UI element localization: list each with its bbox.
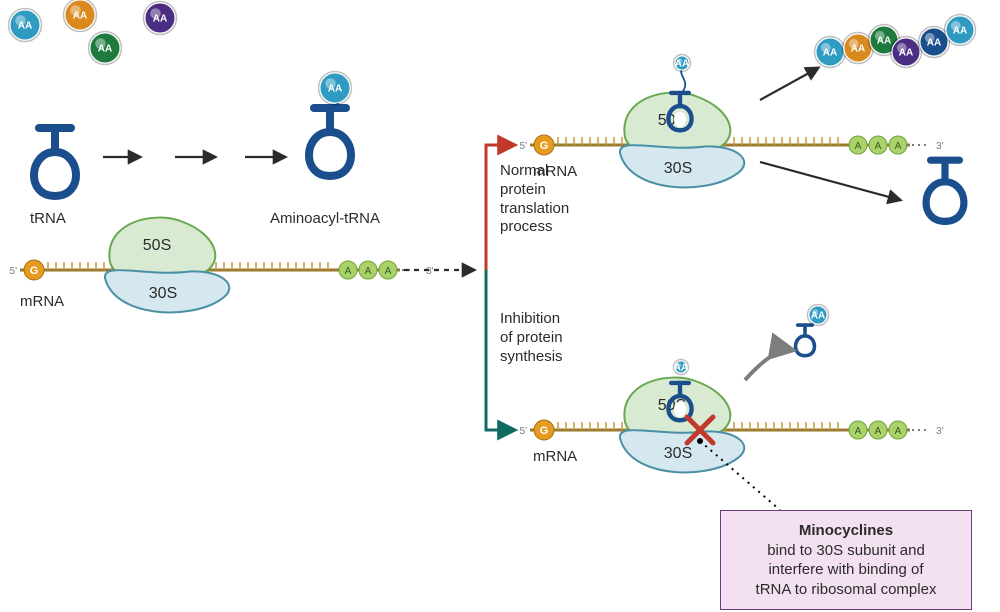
trna-icon: [34, 128, 76, 196]
svg-text:G: G: [540, 140, 549, 152]
callout-title: Minocyclines: [799, 522, 893, 539]
svg-text:AA: AA: [899, 48, 913, 59]
trna-icon: [926, 160, 964, 221]
svg-text:A: A: [895, 426, 902, 437]
trna-ejected: AA: [796, 305, 829, 356]
svg-text:AA: AA: [811, 311, 825, 322]
label-branch-red: Normal protein translation process: [500, 162, 569, 237]
svg-text:AA: AA: [98, 44, 112, 55]
svg-text:G: G: [540, 425, 549, 437]
svg-text:30S: 30S: [149, 285, 177, 302]
svg-text:A: A: [875, 141, 882, 152]
label-mrna-bot: mRNA: [533, 448, 577, 467]
amino-acid-icon: AA: [89, 32, 122, 65]
amino-acid-icon: AA: [808, 305, 829, 326]
svg-text:3': 3': [936, 426, 944, 437]
svg-text:AA: AA: [877, 36, 891, 47]
svg-text:A: A: [385, 266, 392, 277]
label-mrna-left: mRNA: [20, 293, 64, 312]
svg-text:AA: AA: [18, 21, 32, 32]
svg-text:5': 5': [520, 426, 528, 437]
amino-acid-icon: AA: [674, 360, 689, 375]
amino-acid-icon: AA: [674, 55, 691, 72]
svg-text:50S: 50S: [143, 237, 171, 254]
svg-text:3': 3': [426, 266, 434, 277]
aminoacyl-trna: AA: [309, 72, 352, 177]
svg-text:3': 3': [936, 141, 944, 152]
svg-text:AA: AA: [674, 363, 688, 374]
svg-text:AA: AA: [328, 84, 342, 95]
svg-text:AA: AA: [927, 38, 941, 49]
svg-text:A: A: [365, 266, 372, 277]
callout-body: bind to 30S subunit and interfere with b…: [756, 542, 937, 598]
amino-acid-icon: AA: [64, 0, 97, 32]
svg-text:AA: AA: [73, 11, 87, 22]
svg-text:30S: 30S: [664, 160, 692, 177]
svg-text:A: A: [875, 426, 882, 437]
amino-acid-icon: AA: [891, 37, 922, 68]
svg-text:A: A: [855, 141, 862, 152]
svg-text:AA: AA: [675, 59, 689, 70]
trna-icon: [796, 325, 815, 356]
amino-acid-icon: AA: [945, 15, 976, 46]
svg-text:5': 5': [520, 141, 528, 152]
svg-text:AA: AA: [953, 26, 967, 37]
svg-text:A: A: [855, 426, 862, 437]
svg-text:30S: 30S: [664, 445, 692, 462]
label-branch-teal: Inhibition of protein synthesis: [500, 310, 563, 366]
svg-text:A: A: [345, 266, 352, 277]
svg-text:A: A: [895, 141, 902, 152]
amino-acid-icon: AA: [9, 9, 42, 42]
label-aminoacyl: Aminoacyl-tRNA: [270, 210, 380, 229]
svg-text:G: G: [30, 265, 39, 277]
trna-icon: [309, 108, 351, 176]
svg-text:AA: AA: [823, 48, 837, 59]
label-trna: tRNA: [30, 210, 66, 229]
svg-text:AA: AA: [851, 44, 865, 55]
svg-text:AA: AA: [153, 14, 167, 25]
amino-acid-icon: AA: [144, 2, 177, 35]
eject-arrow: [745, 350, 792, 380]
ribosome-icon: 50S 30S: [105, 218, 229, 313]
callout-minocyclines: Minocyclines bind to 30S subunit and int…: [720, 510, 972, 610]
amino-acid-icon: AA: [319, 72, 352, 105]
svg-text:5': 5': [10, 266, 18, 277]
amino-acid-icon: AA: [815, 37, 846, 68]
